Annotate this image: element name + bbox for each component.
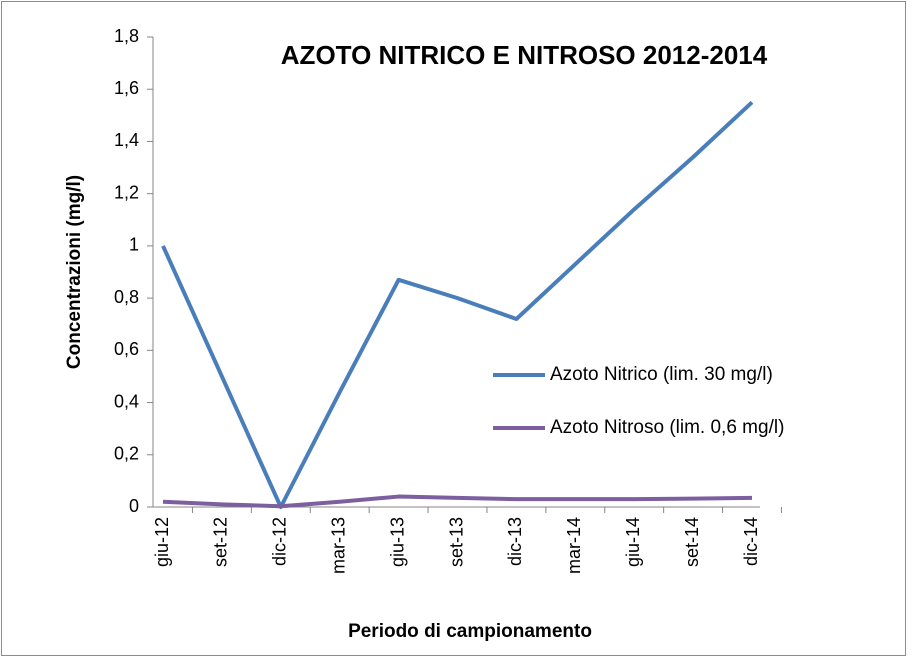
x-tick-label: set-13	[446, 517, 466, 567]
y-tick-label: 1,2	[114, 182, 139, 202]
y-axis-title: Concentrazioni (mg/l)	[64, 175, 85, 369]
x-tick-label: set-12	[211, 517, 231, 567]
y-tick-label: 1,4	[114, 130, 139, 150]
y-tick-label: 1,6	[114, 78, 139, 98]
series-line	[162, 494, 753, 509]
x-tick-label: mar-13	[328, 517, 348, 574]
x-tick-label: dic-12	[270, 517, 290, 566]
y-tick-label: 0,4	[114, 391, 139, 411]
y-tick-label: 1,8	[114, 26, 139, 46]
chart-title: AZOTO NITRICO E NITROSO 2012-2014	[281, 40, 768, 70]
legend-label: Azoto Nitroso (lim. 0,6 mg/l)	[550, 417, 784, 438]
x-tick-label: giu-13	[387, 517, 407, 567]
y-tick-label: 1	[129, 235, 139, 255]
x-tick-label: mar-14	[564, 517, 584, 574]
series-line	[161, 100, 754, 509]
x-tick-label: giu-12	[152, 517, 172, 567]
x-tick-label: giu-14	[623, 517, 643, 567]
x-tick-label: set-14	[682, 517, 702, 567]
y-tick-label: 0	[129, 496, 139, 516]
x-axis-title: Periodo di campionamento	[348, 621, 592, 642]
y-tick-label: 0,2	[114, 444, 139, 464]
chart-border	[1, 1, 906, 656]
x-tick-label: dic-13	[505, 517, 525, 566]
y-tick-label: 0,6	[114, 339, 139, 359]
x-tick-label: dic-14	[741, 517, 761, 566]
y-tick-label: 0,8	[114, 287, 139, 307]
legend-label: Azoto Nitrico (lim. 30 mg/l)	[550, 364, 773, 385]
